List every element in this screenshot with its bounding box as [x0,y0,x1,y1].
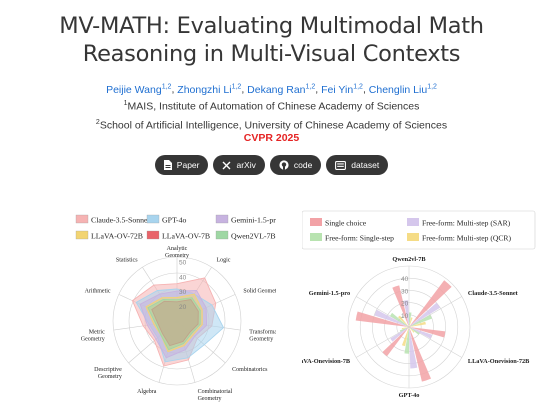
author-link[interactable]: Peijie Wang1,2 [106,83,172,96]
legend-label: Claude-3.5-Sonnet [91,216,151,225]
grid-spoke [356,296,410,328]
legend-swatch [146,214,160,224]
legend-swatch [75,214,89,224]
radar-series-qwen2vl-7b [147,297,201,351]
category-label: Claude-3.5-Sonnet [468,290,519,297]
axis-label: Logic [216,258,230,264]
polar-bar [409,327,418,369]
polar-bar [409,327,433,339]
axis-label: Solid Geometry [243,289,276,295]
database-icon [335,160,347,170]
polar-bar [409,280,452,327]
x-icon [222,161,231,170]
polar-bar [355,311,409,327]
affiliation-1: 1MAIS, Institute of Automation of Chines… [123,100,420,113]
category-label: GPT-4o [399,392,420,399]
legend-label: LLaVA-OV-72B [91,232,143,241]
legend-label: LLaVA-OV-7B [162,232,210,241]
radar-chart: Claude-3.5-Sonnet GPT-4o Gemini-1.5-pro LLa… [75,214,276,402]
radial-tick-label: 30 [179,289,187,296]
grid-spoke [356,326,410,358]
legend-swatch [215,230,229,240]
legend-swatch [75,230,89,240]
code-button[interactable]: code [269,155,322,175]
author-link[interactable]: Chenglin Liu1,2 [368,83,437,96]
author-link[interactable]: Zhongzhi Li1,2 [177,83,242,96]
legend-swatch [146,230,160,240]
polar-bar [403,300,409,327]
legend-label: Qwen2VL-7B [231,232,276,241]
polar-bar [409,314,432,327]
arxiv-button[interactable]: arXiv [213,155,265,175]
link-buttons: Paper arXiv code dataset [0,155,543,175]
polar-bar [409,312,412,327]
polar-legend: Single choice Free-form: Multi-step (SAR)… [302,210,536,250]
paper-title: MV-MATH: Evaluating Multimodal Math Reas… [0,12,543,68]
polar-bar [382,327,409,357]
radial-tick-label: 30 [401,288,409,295]
radial-tick-label: 50 [179,259,187,266]
author-list: Peijie Wang1,2, Zhongzhi Li1,2, Dekang R… [106,83,437,96]
radial-tick-label: 20 [179,304,187,311]
axis-label: Statistics [116,258,138,264]
github-icon [279,160,289,170]
polar-bar [390,312,409,327]
radar-legend: Claude-3.5-Sonnet GPT-4o Gemini-1.5-pro LLa… [75,214,276,241]
legend-label: GPT-4o [162,216,187,225]
axis-label: Arithmetic [85,289,111,295]
legend-label: Single choice [325,219,367,228]
legend-swatch [407,233,419,241]
radial-tick-label: 20 [401,301,409,308]
category-label: LLaVA-Onevision-7B [302,358,351,365]
radial-tick-label: 10 [401,313,409,320]
axis-label: Metric Geometry [81,329,105,342]
legend-label: Free-form: Multi-step (QCR) [422,234,511,243]
polar-bar [409,327,446,338]
category-label: Qwen2vl-7B [392,256,426,263]
author-link[interactable]: Dekang Ran1,2 [247,83,316,96]
dataset-button[interactable]: dataset [326,155,389,175]
polar-bar [390,327,409,342]
axis-label: TransformationGeometry [249,328,276,342]
legend-swatch [310,218,322,226]
affiliation-2: 2School of Artificial Intelligence, Univ… [95,119,448,132]
legend-swatch [310,233,322,241]
polar-bar [399,327,409,332]
polar-bar [409,327,420,335]
radial-tick-label: 40 [401,276,409,283]
legend-label: Free-form: Single-step [325,234,394,243]
legend-label: Free-form: Multi-step (SAR) [422,219,511,228]
polar-bar [404,327,409,354]
polar-bar [398,315,409,327]
axis-label: Analytic Geometry [165,246,189,259]
polar-bar [409,321,426,327]
polar-bar [401,327,409,330]
category-label: LLaVA-Onevision-72B [468,358,530,365]
legend-frame [302,210,536,250]
legend-swatch [407,218,419,226]
polar-bar [409,327,431,382]
polar-bar [409,327,415,333]
author-link[interactable]: Fei Yin1,2 [321,83,363,96]
axis-label: Combinatorics [232,367,268,373]
polar-bar [409,302,441,327]
radial-tick-label: 40 [179,274,187,281]
polar-bar [409,317,413,327]
pdf-icon [163,160,172,170]
legend-swatch [215,214,229,224]
venue-label: CVPR 2025 [243,132,300,144]
axis-label: Algebra [137,389,157,395]
paper-button[interactable]: Paper [154,155,209,175]
paper-title-line2: Reasoning in Multi-Visual Contexts [82,41,461,67]
polar-bar-chart: Single choice Free-form: Multi-step (SAR)… [302,210,536,399]
category-label: Gemini-1.5-pro [309,290,350,297]
legend-label: Gemini-1.5-pro [231,216,276,225]
axis-label: Descriptive Geometry [94,367,122,380]
polar-bar [374,309,409,327]
axis-label: Combinatorial Geometry [198,389,233,402]
paper-title-line1: MV-MATH: Evaluating Multimodal Math [59,13,484,39]
polar-bar [392,285,409,327]
polar-bar [401,327,409,347]
